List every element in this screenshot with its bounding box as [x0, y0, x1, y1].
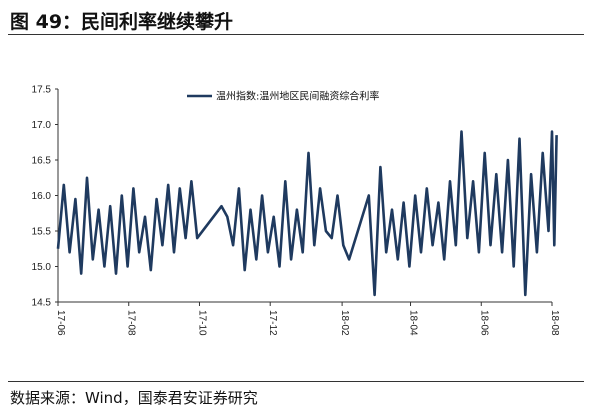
- line-chart: 17.5 17.0 16.5 16.0 15.5 15.0 14.517-06 17-08 17…: [32, 85, 560, 337]
- chart-axes: 17.5 17.0 16.5 16.0 15.5 15.0 14.517-06 17-08 17…: [32, 85, 560, 337]
- y-tick-label: 15.5: [32, 227, 52, 238]
- x-tick-label: 17-08: [126, 310, 137, 336]
- legend-label: 温州指数:温州地区民间融资综合利率: [216, 90, 379, 103]
- top-divider: [8, 34, 584, 35]
- source-note: 数据来源：Wind，国泰君安证券研究: [10, 389, 258, 407]
- x-tick-label: 18-06: [478, 310, 489, 336]
- y-tick-label: 14.5: [32, 298, 52, 309]
- y-tick-label: 16.0: [32, 191, 52, 202]
- figure-header: 图 49：民间利率继续攀升: [8, 4, 584, 34]
- x-tick-label: 18-04: [408, 310, 419, 336]
- y-tick-label: 15.0: [32, 262, 52, 273]
- y-tick-label: 17.5: [32, 85, 52, 96]
- series-line: [56, 130, 558, 297]
- chart-legend: 温州指数:温州地区民间融资综合利率: [187, 90, 379, 103]
- x-tick-label: 17-06: [55, 310, 66, 336]
- x-tick-label: 17-10: [196, 310, 207, 336]
- x-tick-label: 17-12: [267, 310, 278, 336]
- y-tick-label: 17.0: [32, 120, 52, 131]
- x-tick-label: 18-02: [339, 310, 350, 336]
- series-layer: [56, 130, 558, 297]
- bottom-divider: [8, 381, 584, 382]
- figure-title: 图 49：民间利率继续攀升: [10, 11, 234, 33]
- x-tick-label: 18-08: [549, 310, 560, 336]
- y-tick-label: 16.5: [32, 156, 52, 167]
